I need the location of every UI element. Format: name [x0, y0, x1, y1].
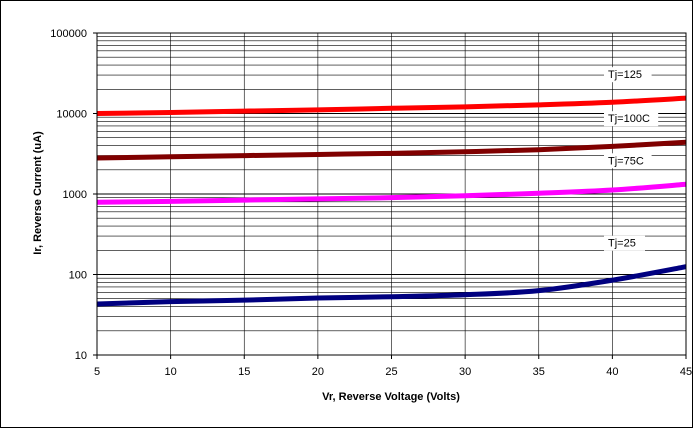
x-tick-label: 30 [459, 366, 471, 378]
x-tick-label: 40 [606, 366, 618, 378]
series-label-tj-100c: Tj=100C [608, 113, 650, 125]
y-tick-label: 1000 [63, 189, 87, 201]
x-axis-title: Vr, Reverse Voltage (Volts) [322, 391, 460, 403]
x-tick-label: 20 [312, 366, 324, 378]
x-tick-label: 15 [238, 366, 250, 378]
y-tick-label: 10000 [56, 109, 87, 121]
series-label-bg [604, 111, 659, 127]
x-tick-label: 10 [165, 366, 177, 378]
y-tick-label: 100000 [50, 28, 87, 40]
series-line-tj-125 [96, 95, 687, 116]
series-label-bg [604, 67, 652, 83]
series-line-tj-25 [96, 264, 687, 307]
series-label-tj-125: Tj=125 [608, 69, 642, 81]
series-label-bg [604, 153, 652, 169]
series-labels: Tj=125 Tj=100C Tj=75C Tj=25 [604, 67, 659, 251]
series-label-tj-25: Tj=25 [608, 238, 636, 250]
y-axis-title: Ir, Reverse Current (uA) [32, 131, 44, 255]
x-tick-label: 35 [533, 366, 545, 378]
x-tick-label: 25 [385, 366, 397, 378]
grid [96, 33, 687, 356]
series-label-tj-75c: Tj=75C [608, 155, 644, 167]
y-tick-label: 100 [69, 270, 87, 282]
series-line-tj-100c [96, 139, 687, 161]
series-label-bg [604, 235, 645, 251]
x-tick-label: 45 [680, 366, 692, 378]
series-line-tj-75c [96, 181, 687, 205]
axes: 5 10 15 20 25 30 35 40 45 10 100 1000 10000 100000 [50, 28, 692, 378]
y-tick-label: 10 [75, 350, 87, 362]
series-lines [96, 95, 687, 307]
x-tick-label: 5 [94, 366, 100, 378]
